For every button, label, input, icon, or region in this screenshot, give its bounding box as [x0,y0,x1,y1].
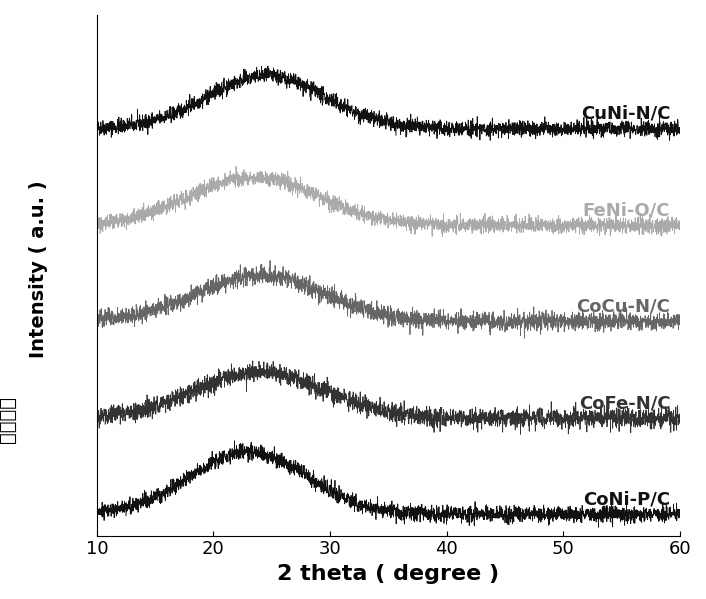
Text: FeNi-O/C: FeNi-O/C [583,201,671,219]
Text: Intensity ( a.u. ): Intensity ( a.u. ) [30,181,48,358]
Text: CoCu-N/C: CoCu-N/C [577,298,671,316]
Text: 蝁射强度: 蝁射强度 [0,396,16,443]
Text: CuNi-N/C: CuNi-N/C [581,105,671,123]
Text: CoNi-P/C: CoNi-P/C [583,491,671,509]
X-axis label: 2 theta ( degree ): 2 theta ( degree ) [277,564,499,584]
Text: CoFe-N/C: CoFe-N/C [579,394,671,412]
